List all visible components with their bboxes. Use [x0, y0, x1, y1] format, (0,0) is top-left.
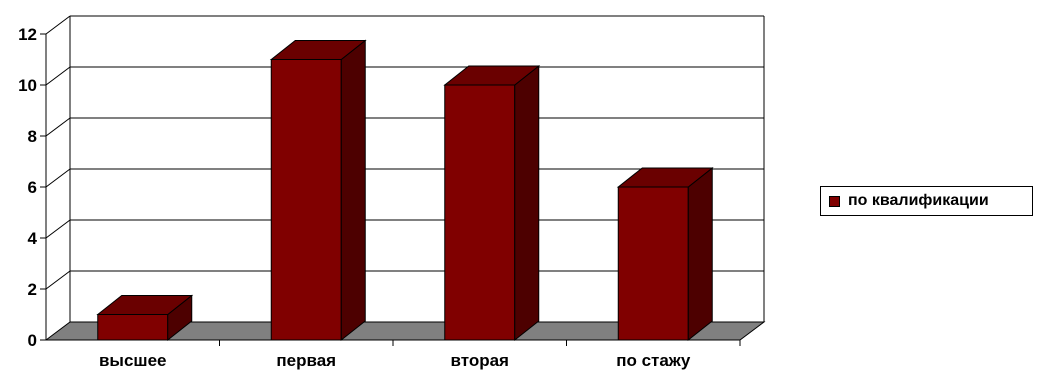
gridline-side — [45, 219, 71, 239]
bar — [269, 39, 367, 342]
bar-front — [270, 59, 342, 341]
bar-side — [340, 39, 366, 342]
bar — [616, 166, 714, 342]
y-tick-label: 2 — [28, 280, 37, 299]
y-tick-label: 6 — [28, 178, 37, 197]
x-axis-labels: высшее первая вторая по стажу — [99, 351, 691, 370]
gridline-side — [45, 117, 71, 137]
y-tick-label: 8 — [28, 127, 37, 146]
y-tick-label: 12 — [18, 25, 37, 44]
gridline-side — [45, 15, 71, 35]
gridline-side — [45, 270, 71, 290]
x-tick-label: вторая — [451, 351, 509, 370]
y-tick-label: 4 — [28, 229, 38, 248]
y-tick-label: 10 — [18, 76, 37, 95]
bar-side — [514, 64, 540, 342]
bar-front — [97, 314, 169, 341]
bar-top — [269, 40, 367, 60]
bar-top — [616, 167, 714, 188]
y-axis-ticks: 0 2 4 6 8 10 12 — [18, 25, 46, 350]
legend-label: по квалификации — [848, 192, 989, 209]
bar-side — [687, 166, 713, 342]
bar-front — [444, 84, 516, 341]
gridline-side — [45, 66, 71, 86]
legend: по квалификации — [820, 186, 1033, 216]
bar-top — [443, 65, 541, 86]
y-tick-label: 0 — [28, 331, 37, 350]
bar — [96, 294, 194, 342]
bar — [443, 64, 541, 342]
bars — [96, 39, 714, 342]
x-tick-label: высшее — [99, 351, 167, 370]
x-tick-label: первая — [276, 351, 336, 370]
bar-top — [96, 295, 194, 315]
legend-swatch — [829, 195, 840, 207]
bar-front — [617, 186, 689, 341]
x-tick-label: по стажу — [616, 351, 691, 370]
gridline-side — [45, 168, 71, 188]
